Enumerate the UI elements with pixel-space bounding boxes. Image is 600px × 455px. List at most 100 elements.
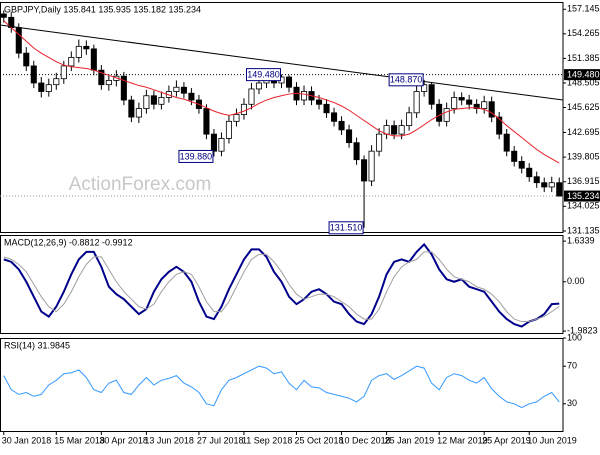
x-tick-label: 13 Jun 2018 bbox=[144, 435, 194, 445]
x-tick-label: 10 Dec 2018 bbox=[340, 435, 391, 445]
x-tick-label: 30 Jan 2018 bbox=[2, 435, 52, 445]
candle-body bbox=[60, 65, 67, 80]
candle-body bbox=[331, 112, 338, 122]
candle-body bbox=[45, 84, 52, 92]
y-tick-label: 139.805 bbox=[567, 151, 600, 161]
candle-body bbox=[0, 13, 7, 18]
candle-body bbox=[210, 133, 217, 152]
candle-body bbox=[68, 57, 75, 67]
y-tick-label: 157.145 bbox=[567, 4, 600, 14]
candle-body bbox=[203, 108, 210, 135]
annotation-box bbox=[178, 149, 214, 163]
panel-title: MACD(12,26,9) -0.8812 -0.9912 bbox=[4, 237, 133, 247]
candle-body bbox=[526, 167, 533, 178]
candle-body bbox=[548, 182, 555, 188]
candle-body bbox=[23, 52, 30, 67]
candle-body bbox=[346, 129, 353, 144]
series-line bbox=[3, 365, 560, 409]
trendline bbox=[0, 24, 564, 101]
candle-body bbox=[218, 137, 225, 152]
x-tick-label: 25 Apr 2019 bbox=[482, 435, 531, 445]
annotation-box bbox=[328, 221, 364, 235]
candle-body bbox=[38, 82, 45, 92]
y-tick-label: 1.6339 bbox=[567, 235, 595, 245]
candle-body bbox=[180, 86, 187, 94]
y-tick-label: 0.00 bbox=[567, 276, 585, 286]
candle-body bbox=[541, 182, 548, 188]
candle-body bbox=[376, 133, 383, 152]
candle-body bbox=[233, 114, 240, 122]
candle-body bbox=[451, 97, 458, 109]
x-tick-label: 25 Jan 2019 bbox=[385, 435, 435, 445]
candle-body bbox=[143, 95, 150, 109]
candle-body bbox=[443, 108, 450, 122]
moving-average bbox=[3, 20, 560, 164]
candle-body bbox=[458, 97, 465, 101]
candle-body bbox=[361, 159, 368, 182]
candle-body bbox=[188, 92, 195, 101]
candle-body bbox=[15, 27, 22, 54]
annotation-label: 139.880 bbox=[180, 151, 213, 161]
annotation-label: 148.870 bbox=[390, 75, 423, 85]
candle-body bbox=[75, 45, 82, 58]
y-tick-label: 100 bbox=[567, 332, 582, 342]
candle-body bbox=[300, 91, 308, 101]
candle-body bbox=[135, 108, 142, 118]
panel-frame bbox=[0, 235, 564, 334]
candle-body bbox=[428, 84, 435, 105]
y-tick-label: 30 bbox=[567, 398, 577, 408]
y-tick-label: 70 bbox=[567, 361, 577, 371]
watermark: ActionForex.com bbox=[69, 174, 212, 195]
panel-title: RSI(14) 31.9845 bbox=[4, 340, 70, 350]
candle-body bbox=[158, 97, 165, 105]
candle-body bbox=[406, 112, 413, 126]
x-tick-label: 25 Oct 2018 bbox=[295, 435, 344, 445]
y-tick-label: -1.9823 bbox=[567, 325, 598, 335]
series-line bbox=[3, 251, 560, 323]
candle-body bbox=[391, 125, 398, 135]
candle-body bbox=[436, 103, 443, 122]
candle-body bbox=[53, 78, 60, 86]
candle-body bbox=[98, 69, 105, 86]
level-label: 149.480 bbox=[567, 69, 600, 79]
y-tick-label: 148.505 bbox=[567, 77, 600, 87]
y-tick-label: 134.025 bbox=[567, 201, 600, 211]
y-tick-label: 154.265 bbox=[567, 28, 600, 38]
candle-body bbox=[511, 150, 518, 162]
x-tick-label: 10 Jun 2019 bbox=[527, 435, 577, 445]
annotation-label: 131.510 bbox=[330, 223, 363, 233]
candle-body bbox=[496, 116, 503, 135]
y-tick-label: 136.915 bbox=[567, 176, 600, 186]
x-tick-label: 27 Jul 2018 bbox=[197, 435, 244, 445]
candle-body bbox=[105, 80, 112, 86]
y-tick-label: 151.385 bbox=[567, 53, 600, 63]
candle-body bbox=[150, 95, 157, 105]
candle-body bbox=[481, 101, 488, 109]
candle-body bbox=[240, 103, 247, 115]
level-marker bbox=[564, 69, 600, 81]
candle-body bbox=[128, 99, 135, 118]
level-label: 135.234 bbox=[567, 191, 600, 201]
candle-body bbox=[466, 99, 473, 105]
annotation-box bbox=[388, 73, 424, 87]
candle-body bbox=[503, 133, 510, 152]
candle-body bbox=[556, 182, 563, 197]
candle-body bbox=[173, 86, 180, 92]
candle-body bbox=[488, 101, 495, 118]
candle-body bbox=[248, 88, 255, 105]
x-tick-label: 30 Apr 2018 bbox=[99, 435, 148, 445]
candle-body bbox=[90, 48, 97, 71]
candle-body bbox=[30, 65, 37, 84]
candle-body bbox=[120, 75, 127, 101]
candle-body bbox=[323, 103, 330, 114]
candle-body bbox=[413, 91, 420, 114]
candle-body bbox=[338, 120, 345, 131]
candle-body bbox=[316, 99, 323, 105]
y-tick-label: 145.625 bbox=[567, 102, 600, 112]
candle-body bbox=[473, 103, 480, 109]
annotation-label: 149.480 bbox=[247, 69, 280, 79]
y-tick-label: 142.695 bbox=[567, 127, 600, 137]
candle-body bbox=[255, 82, 263, 90]
